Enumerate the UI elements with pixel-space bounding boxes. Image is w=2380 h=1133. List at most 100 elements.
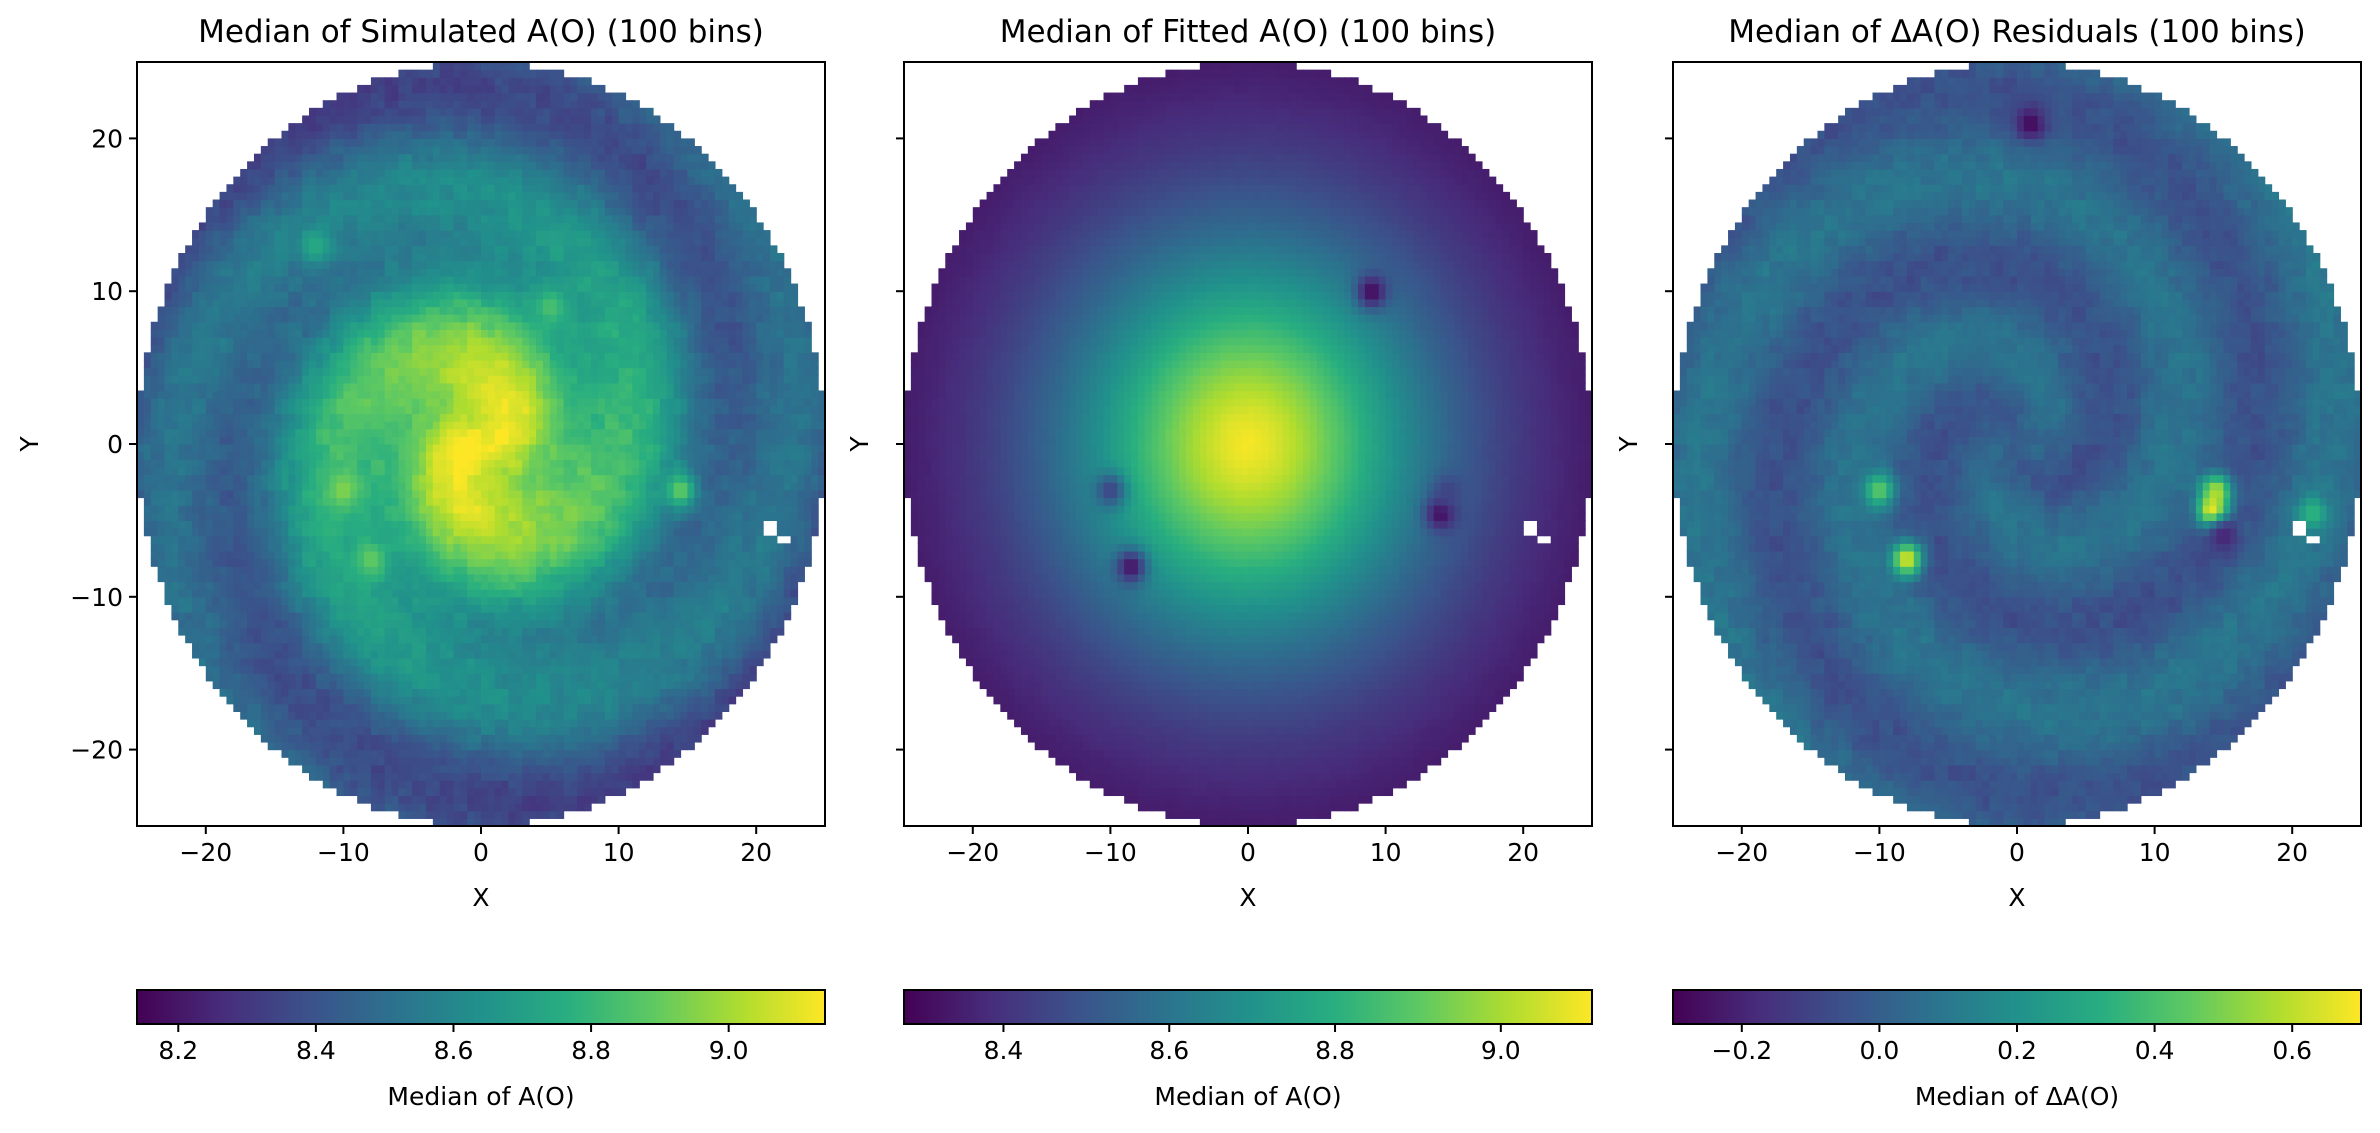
- heatmap-cell: [336, 436, 344, 445]
- heatmap-cell: [481, 184, 489, 193]
- heatmap-cell: [336, 199, 344, 208]
- heatmap-cell: [336, 367, 344, 376]
- heatmap-cell: [439, 130, 448, 139]
- heatmap-cell: [439, 84, 448, 94]
- heatmap-cell: [233, 612, 241, 621]
- heatmap-cell: [288, 359, 296, 369]
- heatmap-cell: [446, 153, 455, 162]
- heatmap-cell: [178, 352, 186, 361]
- heatmap-cell: [508, 382, 516, 392]
- heatmap-cell: [412, 306, 420, 315]
- heatmap-cell: [529, 688, 537, 697]
- heatmap-cell: [205, 635, 214, 644]
- heatmap-cell: [405, 176, 413, 185]
- heatmap-cell: [467, 306, 475, 315]
- heatmap-cell: [487, 298, 496, 308]
- heatmap-cell: [542, 635, 551, 644]
- heatmap-cell: [467, 459, 475, 468]
- heatmap-cell: [536, 130, 544, 139]
- heatmap-cell: [419, 428, 427, 437]
- heatmap-cell: [212, 444, 221, 453]
- heatmap-cell: [178, 497, 186, 506]
- heatmap-cell: [253, 344, 262, 353]
- heatmap-cell: [398, 298, 406, 308]
- heatmap-cell: [357, 474, 365, 483]
- heatmap-cell: [198, 489, 207, 499]
- heatmap-cell: [171, 573, 179, 583]
- heatmap-cell: [343, 726, 351, 735]
- heatmap-cell: [467, 772, 475, 781]
- heatmap-cell: [370, 696, 379, 705]
- heatmap-cell: [515, 573, 523, 583]
- heatmap-cell: [178, 566, 186, 575]
- heatmap-cell: [240, 635, 248, 644]
- heatmap-cell: [329, 275, 338, 285]
- heatmap-cell: [336, 214, 344, 224]
- heatmap-cell: [529, 115, 537, 124]
- heatmap-cell: [267, 512, 276, 521]
- heatmap-cell: [398, 780, 406, 789]
- heatmap-cell: [398, 566, 406, 575]
- heatmap-cell: [205, 283, 214, 292]
- heatmap-cell: [322, 604, 331, 613]
- heatmap-cell: [529, 222, 537, 231]
- heatmap-cell: [309, 222, 317, 231]
- heatmap-cell: [260, 245, 269, 254]
- heatmap-cell: [453, 176, 461, 185]
- heatmap-cell: [267, 298, 276, 308]
- heatmap-cell: [542, 168, 551, 178]
- heatmap-cell: [274, 398, 283, 407]
- heatmap-cell: [501, 665, 510, 674]
- heatmap-cell: [253, 711, 262, 720]
- heatmap-cell: [432, 803, 441, 812]
- heatmap-cell: [432, 772, 441, 781]
- heatmap-cell: [405, 207, 413, 216]
- heatmap-cell: [412, 650, 420, 659]
- heatmap-cell: [481, 520, 489, 529]
- heatmap-cell: [453, 528, 461, 537]
- heatmap-cell: [398, 291, 406, 300]
- heatmap-cell: [425, 199, 434, 208]
- heatmap-cell: [357, 123, 365, 132]
- heatmap-cell: [336, 535, 344, 544]
- heatmap-cell: [412, 161, 420, 170]
- heatmap-cell: [329, 673, 338, 682]
- heatmap-cell: [439, 275, 448, 285]
- heatmap-cell: [515, 138, 523, 147]
- heatmap-cell: [439, 253, 448, 262]
- heatmap-cell: [212, 398, 221, 407]
- heatmap-cell: [315, 237, 324, 246]
- heatmap-cell: [309, 413, 317, 422]
- heatmap-cell: [467, 780, 475, 789]
- heatmap-cell: [522, 359, 530, 369]
- heatmap-cell: [522, 619, 530, 628]
- heatmap-cell: [267, 734, 276, 743]
- heatmap-cell: [439, 474, 448, 483]
- heatmap-cell: [281, 497, 289, 506]
- heatmap-cell: [295, 489, 303, 499]
- heatmap-cell: [336, 612, 344, 621]
- heatmap-cell: [233, 275, 241, 285]
- heatmap-cell: [419, 459, 427, 468]
- heatmap-cell: [309, 749, 317, 758]
- heatmap-cell: [171, 337, 179, 346]
- heatmap-cell: [522, 337, 530, 346]
- heatmap-cell: [336, 726, 344, 735]
- heatmap-cell: [350, 780, 358, 789]
- heatmap-cell: [226, 321, 234, 330]
- heatmap-cell: [281, 306, 289, 315]
- heatmap-cell: [384, 688, 393, 697]
- heatmap-cell: [542, 405, 551, 415]
- heatmap-cell: [432, 168, 441, 178]
- heatmap-cell: [425, 696, 434, 705]
- heatmap-cell: [536, 161, 544, 170]
- heatmap-cell: [391, 680, 400, 690]
- heatmap-cell: [370, 123, 379, 132]
- heatmap-cell: [364, 795, 372, 804]
- heatmap-cell: [137, 444, 145, 453]
- heatmap-cell: [240, 268, 248, 277]
- heatmap-cell: [522, 405, 530, 415]
- heatmap-cell: [336, 245, 344, 254]
- heatmap-cell: [405, 520, 413, 529]
- heatmap-cell: [274, 153, 283, 162]
